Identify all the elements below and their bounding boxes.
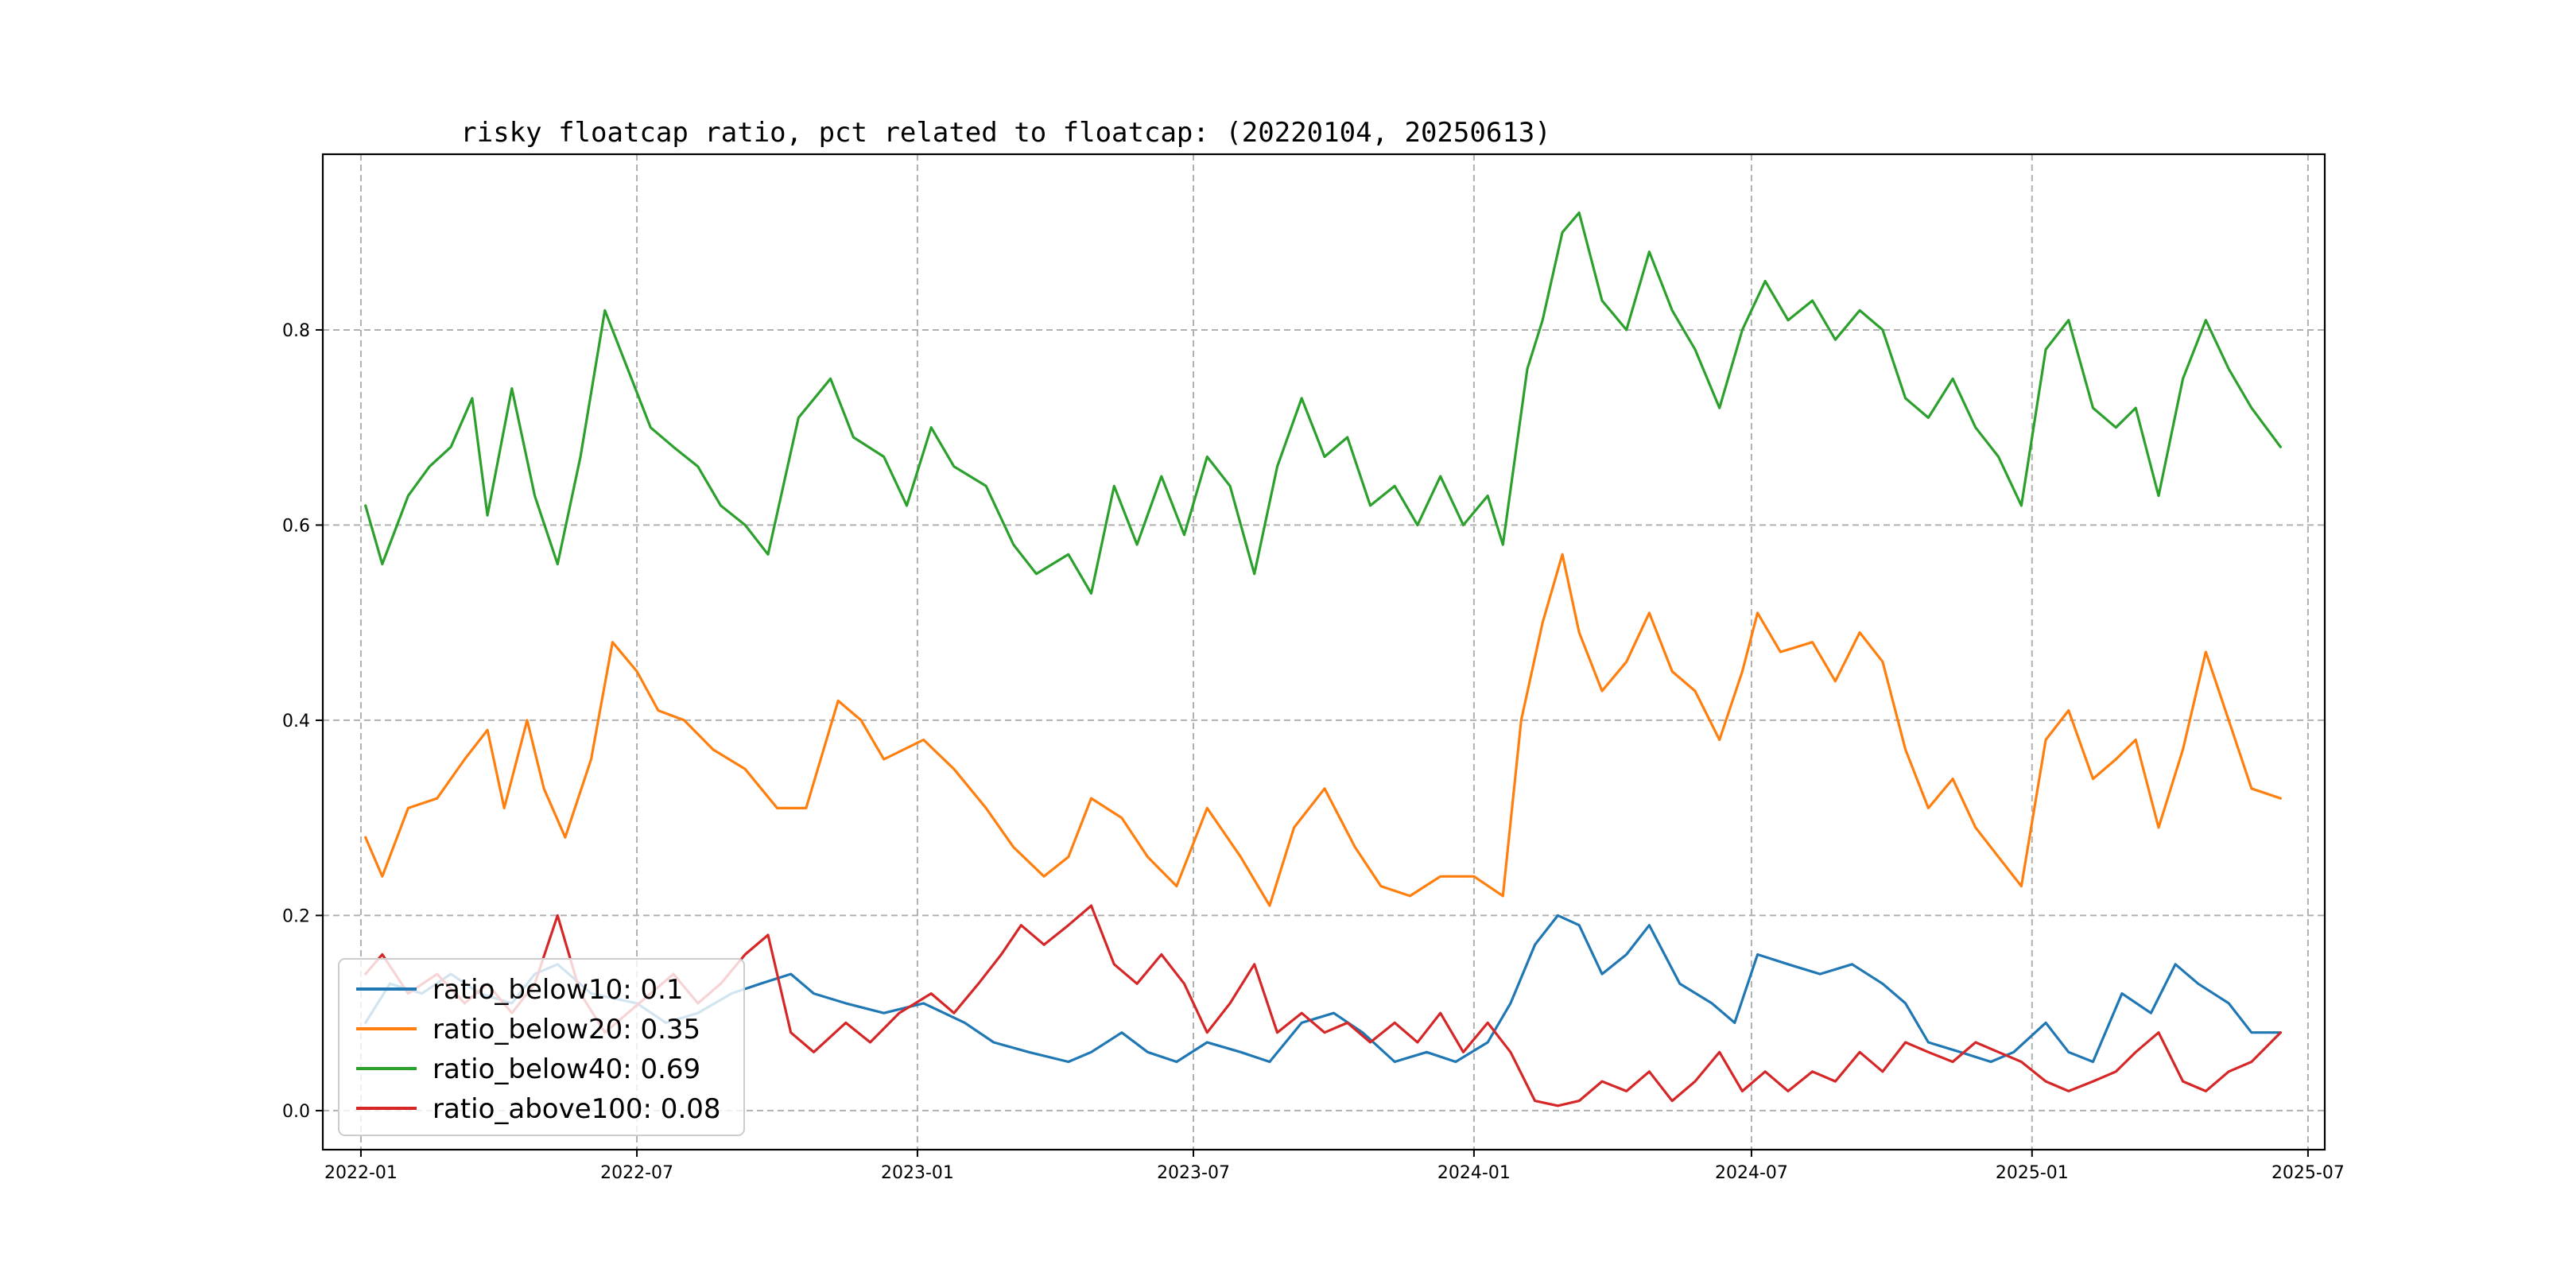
x-tick-label: 2024-01	[1437, 1163, 1511, 1183]
legend-label-ratio-above100: ratio_above100: 0.08	[433, 1093, 721, 1125]
x-tick-label: 2023-07	[1157, 1163, 1230, 1183]
x-tick-label: 2025-07	[2271, 1163, 2345, 1183]
tick-group: 2022-01 2022-07 2023-01 2023-07 2024-01 2024-…	[282, 321, 2345, 1183]
legend: ratio_below10: 0.1 ratio_below20: 0.35 rat…	[338, 958, 745, 1136]
y-tick-label: 0.6	[282, 516, 310, 536]
x-tick-label: 2025-01	[1996, 1163, 2069, 1183]
y-tick-label: 0.8	[282, 321, 310, 341]
legend-label-ratio-below40: ratio_below40: 0.69	[433, 1053, 700, 1085]
y-tick-label: 0.2	[282, 906, 310, 926]
x-tick-label: 2022-01	[324, 1163, 398, 1183]
y-tick-label: 0.4	[282, 712, 310, 731]
legend-label-ratio-below10: ratio_below10: 0.1	[433, 974, 684, 1006]
legend-box	[338, 958, 745, 1136]
y-tick-label: 0.0	[282, 1102, 310, 1122]
legend-label-ratio-below20: ratio_below20: 0.35	[433, 1014, 700, 1046]
series-line-ratio-below20	[364, 553, 2282, 907]
x-tick-label: 2023-01	[881, 1163, 954, 1183]
x-tick-label: 2024-07	[1715, 1163, 1788, 1183]
chart-title: risky floatcap ratio, pct related to flo…	[460, 117, 1550, 149]
x-tick-label: 2022-07	[600, 1163, 673, 1183]
axes-frame	[321, 153, 2326, 1151]
series-line-ratio-below40	[364, 211, 2282, 595]
